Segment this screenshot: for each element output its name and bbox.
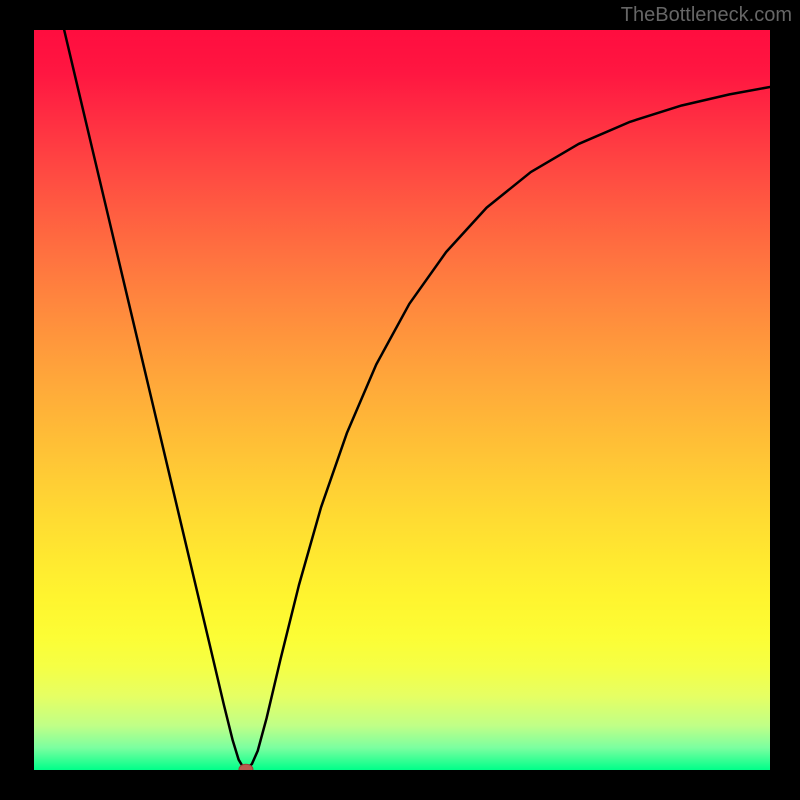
chart-background bbox=[34, 30, 770, 770]
watermark-text: TheBottleneck.com bbox=[621, 4, 792, 27]
chart-container: TheBottleneck.com bbox=[0, 0, 800, 800]
plot-area bbox=[34, 30, 770, 770]
chart-svg bbox=[34, 30, 770, 770]
minimum-marker bbox=[239, 764, 253, 770]
